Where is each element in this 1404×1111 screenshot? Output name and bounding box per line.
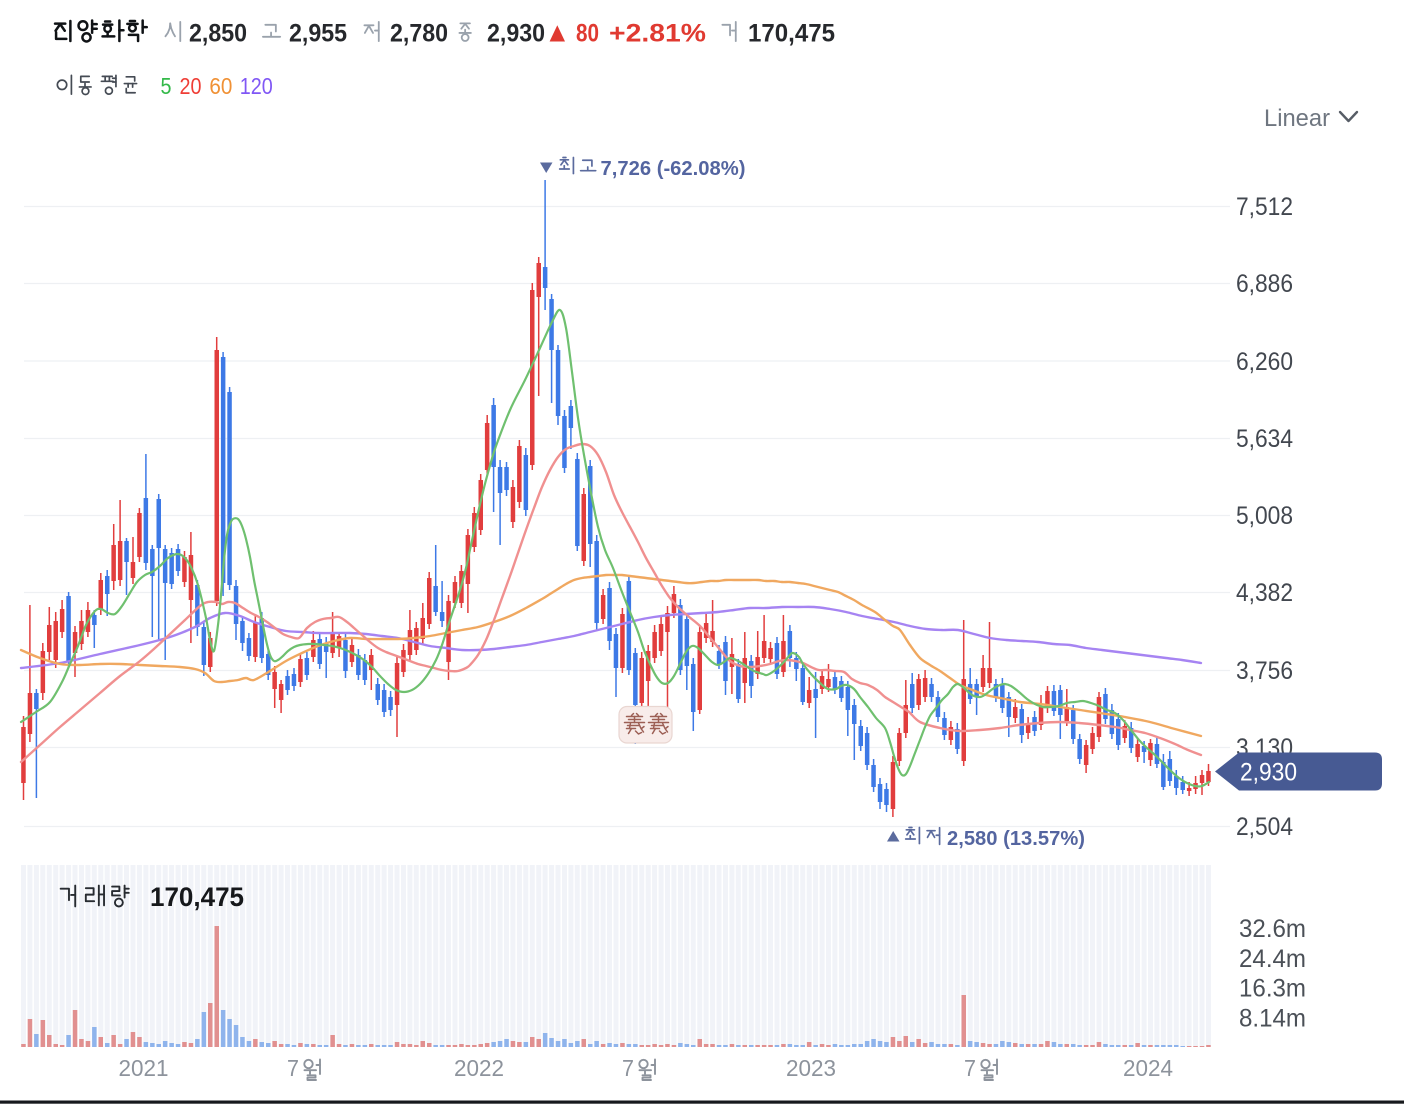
svg-text:5,008: 5,008 (1236, 502, 1293, 530)
svg-text:5: 5 (161, 73, 172, 99)
svg-text:2,850: 2,850 (189, 20, 247, 48)
svg-text:4,382: 4,382 (1236, 579, 1293, 607)
svg-text:2021: 2021 (119, 1055, 169, 1081)
svg-text:6,260: 6,260 (1236, 348, 1293, 376)
svg-text:16.3m: 16.3m (1239, 975, 1306, 1003)
svg-text:2,930: 2,930 (487, 20, 545, 48)
svg-text:Linear: Linear (1264, 105, 1330, 132)
svg-text:2024: 2024 (1123, 1055, 1173, 1081)
svg-text:2,580 (13.57%): 2,580 (13.57%) (947, 828, 1085, 850)
svg-text:60: 60 (209, 73, 232, 99)
svg-text:6,886: 6,886 (1236, 270, 1293, 298)
svg-text:170,475: 170,475 (748, 20, 835, 48)
svg-text:120: 120 (240, 73, 273, 99)
svg-text:7: 7 (622, 1055, 634, 1081)
svg-text:2,955: 2,955 (289, 20, 347, 48)
svg-text:7,512: 7,512 (1236, 193, 1293, 221)
svg-text:2,780: 2,780 (390, 20, 448, 48)
svg-text:2,504: 2,504 (1236, 813, 1293, 841)
svg-text:2023: 2023 (786, 1055, 836, 1081)
svg-text:170,475: 170,475 (150, 882, 244, 912)
svg-text:2,930: 2,930 (1240, 759, 1297, 787)
svg-text:80: 80 (576, 20, 599, 48)
svg-text:7: 7 (964, 1055, 976, 1081)
svg-text:3,756: 3,756 (1236, 657, 1293, 685)
svg-text:24.4m: 24.4m (1239, 945, 1306, 973)
svg-text:5,634: 5,634 (1236, 425, 1293, 453)
svg-text:7,726 (-62.08%): 7,726 (-62.08%) (601, 158, 746, 180)
svg-text:20: 20 (180, 73, 202, 99)
svg-text:8.14m: 8.14m (1239, 1005, 1306, 1033)
svg-text:+2.81%: +2.81% (609, 20, 706, 48)
svg-text:7: 7 (287, 1055, 299, 1081)
svg-text:2022: 2022 (454, 1055, 504, 1081)
svg-text:32.6m: 32.6m (1239, 915, 1306, 943)
